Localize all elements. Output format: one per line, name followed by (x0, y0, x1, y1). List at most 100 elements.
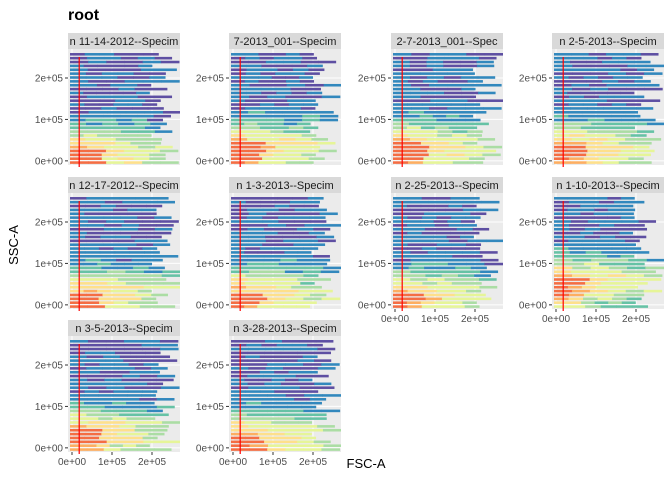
density-bin (450, 231, 466, 235)
density-bin (137, 227, 156, 231)
x-tick-label: 0e+00 (219, 457, 248, 468)
density-bin (465, 83, 484, 87)
density-bin (569, 251, 587, 254)
density-bin (554, 224, 570, 227)
density-bin (443, 138, 462, 141)
density-bin (139, 374, 158, 378)
density-bin (85, 432, 102, 436)
density-bin (85, 235, 101, 239)
density-bin (248, 141, 267, 145)
density-bin (282, 141, 301, 145)
density-bin (70, 134, 85, 137)
density-bin (427, 91, 445, 95)
density-bin (567, 208, 582, 212)
density-bin (231, 247, 246, 250)
density-bin (590, 266, 610, 270)
density-bin (100, 351, 116, 355)
density-bin (640, 53, 659, 56)
density-bin (135, 197, 153, 200)
density-bin (100, 235, 117, 239)
density-bin (88, 270, 108, 274)
density-bin (246, 68, 263, 72)
density-bin (101, 107, 118, 110)
density-bin (302, 355, 318, 359)
density-bin (308, 157, 325, 160)
density-bin (117, 266, 134, 270)
density-bin (99, 301, 115, 304)
density-bin (121, 378, 140, 382)
density-bin (278, 413, 295, 417)
density-bin (436, 118, 452, 122)
density-bin (137, 56, 156, 60)
density-bin (87, 200, 106, 204)
density-bin (107, 282, 127, 285)
density-bin (293, 216, 310, 219)
y-tick-label: 2e+05 (519, 218, 548, 229)
density-bin (103, 56, 122, 60)
density-bin (114, 363, 130, 366)
density-bin (308, 231, 325, 235)
density-bin (411, 239, 431, 243)
density-bin (393, 220, 408, 223)
density-bin (261, 68, 278, 72)
density-bin (248, 425, 266, 428)
density-bin (620, 68, 638, 72)
density-bin (601, 145, 618, 149)
density-bin (231, 53, 246, 56)
density-bin (119, 197, 136, 200)
density-bin (273, 405, 288, 409)
density-bin (317, 347, 336, 351)
density-bin (259, 390, 275, 393)
density-bin (104, 405, 123, 409)
density-bin (411, 99, 431, 102)
density-bin (408, 111, 425, 114)
x-tick-label: 2e+05 (622, 314, 651, 325)
density-bin (113, 247, 129, 250)
density-bin (444, 56, 463, 60)
density-bin (483, 107, 502, 110)
density-bin (568, 114, 584, 118)
density-bin (260, 87, 277, 91)
density-bin (443, 76, 462, 79)
density-bin (154, 130, 173, 133)
density-bin (421, 197, 437, 200)
density-bin (231, 200, 247, 204)
density-bin (440, 122, 458, 126)
y-tick-label: 0e+00 (519, 156, 548, 167)
density-bin (626, 87, 645, 91)
density-bin (308, 68, 325, 72)
density-bin (393, 111, 409, 114)
density-bin (258, 53, 273, 56)
density-bin (407, 118, 423, 122)
density-bin (323, 266, 341, 270)
density-bin (124, 134, 139, 137)
density-bin (127, 247, 143, 250)
density-bin (70, 351, 86, 355)
density-bin (296, 130, 311, 133)
density-bin (628, 95, 645, 99)
density-bin (141, 149, 161, 153)
density-bin (262, 417, 280, 420)
density-bin (231, 153, 246, 157)
density-bin (273, 99, 288, 102)
density-bin (569, 235, 586, 239)
density-bin (276, 285, 292, 289)
density-bin (604, 149, 622, 153)
density-bin (480, 258, 499, 262)
density-bin (287, 301, 303, 304)
density-bin (245, 436, 260, 440)
density-bin (157, 200, 175, 204)
density-bin (297, 382, 315, 386)
density-bin (148, 266, 165, 270)
density-bin (87, 405, 106, 409)
density-bin (273, 134, 289, 137)
density-bin (98, 297, 114, 301)
density-bin (407, 289, 423, 293)
density-bin (110, 134, 125, 137)
density-bin (151, 293, 168, 297)
density-bin (472, 122, 489, 126)
facet-strip (391, 177, 503, 193)
density-bin (607, 91, 622, 95)
density-bin (86, 114, 104, 118)
density-bin (131, 409, 148, 413)
